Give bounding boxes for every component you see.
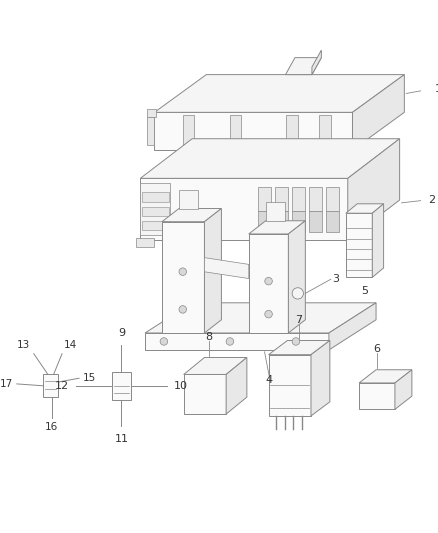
Polygon shape bbox=[226, 358, 247, 414]
Polygon shape bbox=[395, 370, 412, 409]
Polygon shape bbox=[348, 139, 399, 240]
Circle shape bbox=[265, 310, 272, 318]
Text: 1: 1 bbox=[434, 84, 438, 94]
Polygon shape bbox=[184, 375, 226, 414]
Polygon shape bbox=[183, 115, 194, 147]
Polygon shape bbox=[275, 187, 288, 212]
Polygon shape bbox=[286, 58, 321, 75]
Text: 3: 3 bbox=[333, 274, 340, 284]
Polygon shape bbox=[292, 187, 305, 212]
Polygon shape bbox=[136, 238, 155, 247]
Polygon shape bbox=[309, 212, 322, 232]
Polygon shape bbox=[249, 221, 305, 234]
Polygon shape bbox=[309, 187, 322, 212]
Polygon shape bbox=[258, 187, 272, 212]
Polygon shape bbox=[147, 109, 156, 117]
Polygon shape bbox=[142, 192, 169, 202]
Polygon shape bbox=[140, 183, 170, 235]
Text: 11: 11 bbox=[114, 434, 128, 444]
Polygon shape bbox=[275, 212, 288, 232]
Polygon shape bbox=[346, 204, 384, 213]
Polygon shape bbox=[145, 303, 376, 333]
Polygon shape bbox=[147, 117, 155, 146]
Polygon shape bbox=[329, 303, 376, 350]
Polygon shape bbox=[155, 112, 353, 150]
Circle shape bbox=[292, 338, 300, 345]
Polygon shape bbox=[288, 221, 305, 333]
Circle shape bbox=[179, 268, 187, 276]
Polygon shape bbox=[258, 212, 272, 232]
Polygon shape bbox=[311, 341, 330, 416]
Polygon shape bbox=[179, 190, 198, 208]
Text: 2: 2 bbox=[428, 195, 435, 205]
Text: 9: 9 bbox=[118, 328, 125, 338]
Circle shape bbox=[179, 305, 187, 313]
Polygon shape bbox=[359, 370, 412, 383]
Polygon shape bbox=[142, 221, 169, 230]
Polygon shape bbox=[184, 358, 247, 375]
Text: 14: 14 bbox=[64, 340, 77, 350]
Circle shape bbox=[226, 338, 233, 345]
Polygon shape bbox=[140, 179, 348, 240]
Polygon shape bbox=[155, 75, 404, 112]
Polygon shape bbox=[43, 375, 58, 397]
Polygon shape bbox=[326, 187, 339, 212]
Text: 15: 15 bbox=[83, 373, 96, 383]
Polygon shape bbox=[326, 212, 339, 232]
Text: 10: 10 bbox=[174, 381, 188, 391]
Circle shape bbox=[160, 338, 168, 345]
Polygon shape bbox=[142, 207, 169, 216]
Polygon shape bbox=[162, 222, 205, 333]
Text: 12: 12 bbox=[54, 381, 69, 391]
Text: 7: 7 bbox=[295, 315, 302, 325]
Polygon shape bbox=[268, 341, 330, 354]
Polygon shape bbox=[145, 333, 329, 350]
Circle shape bbox=[292, 288, 304, 299]
Polygon shape bbox=[266, 202, 285, 221]
Polygon shape bbox=[292, 212, 305, 232]
Text: 16: 16 bbox=[45, 422, 58, 432]
Text: 13: 13 bbox=[17, 340, 30, 350]
Text: 4: 4 bbox=[266, 375, 273, 385]
Polygon shape bbox=[312, 50, 321, 75]
Polygon shape bbox=[112, 372, 131, 400]
Polygon shape bbox=[268, 354, 311, 416]
Polygon shape bbox=[205, 208, 222, 333]
Polygon shape bbox=[230, 115, 241, 147]
Polygon shape bbox=[205, 257, 249, 279]
Polygon shape bbox=[359, 383, 395, 409]
Polygon shape bbox=[353, 75, 404, 150]
Text: 6: 6 bbox=[374, 344, 381, 354]
Text: 8: 8 bbox=[205, 332, 213, 342]
Polygon shape bbox=[372, 204, 384, 277]
Polygon shape bbox=[249, 234, 288, 333]
Polygon shape bbox=[346, 213, 372, 277]
Text: 5: 5 bbox=[361, 286, 368, 295]
Polygon shape bbox=[162, 208, 222, 222]
Polygon shape bbox=[286, 115, 298, 147]
Circle shape bbox=[265, 277, 272, 285]
Polygon shape bbox=[140, 139, 399, 179]
Polygon shape bbox=[319, 115, 331, 147]
Text: 17: 17 bbox=[0, 379, 13, 389]
